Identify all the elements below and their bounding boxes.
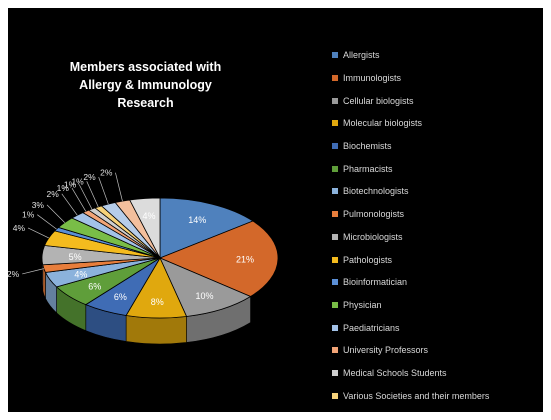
legend-swatch bbox=[332, 347, 338, 354]
leader-line bbox=[86, 181, 99, 208]
slice-label: 1% bbox=[71, 176, 84, 186]
slice-label: 8% bbox=[151, 297, 164, 307]
chart-title: Members associated with Allergy & Immuno… bbox=[63, 58, 228, 112]
legend-label: Bioinformatician bbox=[343, 277, 408, 288]
slice-label: 10% bbox=[195, 291, 213, 301]
legend-item: Molecular biologists bbox=[332, 112, 537, 135]
legend-item: Biochemists bbox=[332, 135, 537, 158]
pie-slice bbox=[159, 257, 252, 317]
slice-label: 4% bbox=[143, 211, 156, 221]
legend-swatch bbox=[332, 233, 338, 240]
legend-label: Molecular biologists bbox=[343, 118, 423, 129]
legend-label: University Professors bbox=[343, 345, 429, 356]
slice-label: 6% bbox=[88, 282, 101, 292]
legend-label: Physician bbox=[343, 299, 382, 310]
legend-item: Pathologists bbox=[332, 248, 537, 271]
legend-label: Pathologists bbox=[343, 254, 393, 265]
legend-item: Allergists bbox=[332, 44, 537, 67]
legend-swatch bbox=[332, 211, 338, 218]
legend-swatch bbox=[332, 369, 338, 376]
legend-swatch bbox=[332, 301, 338, 308]
slice-label: 3% bbox=[32, 200, 45, 210]
chart-title-line-1: Members associated with bbox=[69, 60, 222, 74]
slice-label: 4% bbox=[13, 223, 26, 233]
pie-slice bbox=[158, 220, 279, 297]
legend-swatch bbox=[332, 75, 338, 82]
leader-line bbox=[71, 187, 87, 212]
legend-swatch bbox=[332, 256, 338, 263]
legend-swatch bbox=[332, 165, 338, 172]
chart-title-line-2: Allergy & Immunology Research bbox=[79, 78, 212, 110]
pie-labels: 14%21%10%8%6%6%4%2%5%4%1%3%2%1%1%1% 2% 2%4… bbox=[8, 168, 254, 307]
legend-item: Immunologists bbox=[332, 67, 537, 90]
legend-swatch bbox=[332, 143, 338, 150]
legend-swatch bbox=[332, 52, 338, 59]
legend-swatch bbox=[332, 188, 338, 195]
leader-line bbox=[115, 172, 123, 202]
slice-label: 14% bbox=[188, 215, 206, 225]
legend-label: Biochemists bbox=[343, 141, 392, 152]
slice-label: 2% bbox=[83, 172, 96, 182]
slice-label: 2% bbox=[8, 269, 20, 279]
legend-item: Bioinformatician bbox=[332, 271, 537, 294]
legend-label: Pharmacists bbox=[343, 163, 393, 174]
legend-swatch bbox=[332, 279, 338, 286]
slice-label: 1% bbox=[22, 210, 35, 220]
slice-label: 2% bbox=[47, 189, 60, 199]
legend-item: Various Societies and their members bbox=[332, 384, 537, 407]
legend-swatch bbox=[332, 120, 338, 127]
legend-item: Paediatricians bbox=[332, 316, 537, 339]
slice-label: 1% bbox=[64, 180, 77, 190]
legend-label: Pulmonologists bbox=[343, 209, 405, 220]
pie-chart: 14%21%10%8%6%6%4%2%5%4%1%3%2%1%1%1% 2% 2%4… bbox=[8, 168, 279, 345]
legend-swatch bbox=[332, 324, 338, 331]
leader-line bbox=[98, 176, 109, 205]
slice-label: 2% bbox=[100, 168, 113, 178]
legend-item: Pharmacists bbox=[332, 157, 537, 180]
leader-line bbox=[61, 193, 78, 216]
legend-label: Medical Schools Students bbox=[343, 367, 447, 378]
pie-slice bbox=[159, 197, 254, 259]
leader-line bbox=[78, 184, 93, 210]
legend-label: Biotechnologists bbox=[343, 186, 409, 197]
pie-sides bbox=[41, 257, 251, 345]
legend-swatch bbox=[332, 392, 338, 399]
leader-line bbox=[27, 227, 49, 239]
legend-item: University Professors bbox=[332, 339, 537, 362]
legend-label: Immunologists bbox=[343, 73, 402, 84]
legend: Allergists Immunologists Cellular biologis… bbox=[332, 44, 537, 407]
legend-label: Cellular biologists bbox=[343, 95, 414, 106]
legend-swatch bbox=[332, 97, 338, 104]
legend-label: Allergists bbox=[343, 50, 380, 61]
leader-line bbox=[46, 204, 66, 223]
slice-label: 1% bbox=[57, 183, 70, 193]
pie-tops bbox=[41, 197, 279, 319]
slice-label: 21% bbox=[236, 255, 254, 265]
slice-label: 4% bbox=[74, 270, 87, 280]
legend-item: Medical Schools Students bbox=[332, 362, 537, 385]
legend-label: Various Societies and their members bbox=[343, 390, 490, 401]
pie-slice-side bbox=[125, 315, 187, 345]
legend-item: Cellular biologists bbox=[332, 89, 537, 112]
legend-item: Microbiologists bbox=[332, 226, 537, 249]
legend-label: Microbiologists bbox=[343, 231, 403, 242]
slice-label: 6% bbox=[114, 292, 127, 302]
legend-item: Biotechnologists bbox=[332, 180, 537, 203]
leader-line bbox=[37, 214, 57, 230]
legend-item: Pulmonologists bbox=[332, 203, 537, 226]
legend-item: Physician bbox=[332, 294, 537, 317]
chart-panel: Members associated with Allergy & Immuno… bbox=[8, 8, 543, 412]
leader-line bbox=[22, 268, 44, 275]
legend-label: Paediatricians bbox=[343, 322, 400, 333]
pie-slice bbox=[129, 197, 161, 259]
slice-label: 5% bbox=[69, 252, 82, 262]
